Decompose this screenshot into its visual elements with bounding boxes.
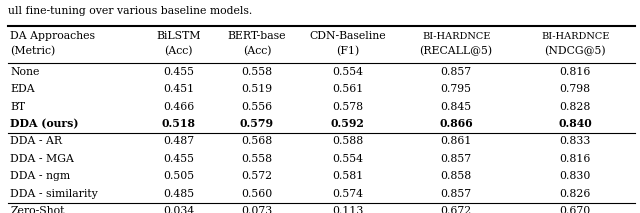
Text: 0.487: 0.487 (163, 137, 194, 146)
Text: 0.857: 0.857 (440, 154, 472, 164)
Text: 0.858: 0.858 (440, 171, 472, 181)
Text: 0.578: 0.578 (332, 102, 364, 111)
Text: (F1): (F1) (336, 46, 360, 56)
Text: 0.579: 0.579 (240, 118, 274, 130)
Text: DA Approaches: DA Approaches (10, 31, 95, 41)
Text: 0.833: 0.833 (559, 137, 591, 146)
Text: (Acc): (Acc) (243, 46, 271, 56)
Text: 0.560: 0.560 (241, 189, 273, 199)
Text: 0.034: 0.034 (163, 206, 194, 213)
Text: 0.581: 0.581 (332, 171, 364, 181)
Text: BERT-base: BERT-base (228, 31, 286, 41)
Text: 0.826: 0.826 (559, 189, 591, 199)
Text: 0.828: 0.828 (559, 102, 591, 111)
Text: 0.857: 0.857 (440, 67, 472, 76)
Text: 0.518: 0.518 (161, 118, 196, 130)
Text: DDA - similarity: DDA - similarity (10, 189, 98, 199)
Text: 0.519: 0.519 (241, 84, 273, 94)
Text: 0.505: 0.505 (163, 171, 194, 181)
Text: 0.845: 0.845 (440, 102, 472, 111)
Text: 0.561: 0.561 (332, 84, 364, 94)
Text: 0.574: 0.574 (332, 189, 364, 199)
Text: (Metric): (Metric) (10, 46, 56, 56)
Text: 0.485: 0.485 (163, 189, 194, 199)
Text: 0.795: 0.795 (440, 84, 472, 94)
Text: 0.840: 0.840 (559, 118, 592, 130)
Text: 0.558: 0.558 (241, 67, 273, 76)
Text: 0.861: 0.861 (440, 137, 472, 146)
Text: (Acc): (Acc) (164, 46, 193, 56)
Text: DDA (ours): DDA (ours) (10, 118, 79, 130)
Text: 0.592: 0.592 (331, 118, 365, 130)
Text: 0.554: 0.554 (332, 67, 364, 76)
Text: BiLSTM: BiLSTM (156, 31, 201, 41)
Text: DDA - ngm: DDA - ngm (10, 171, 70, 181)
Text: DDA - AR: DDA - AR (10, 137, 62, 146)
Text: 0.554: 0.554 (332, 154, 364, 164)
Text: None: None (10, 67, 40, 76)
Text: 0.588: 0.588 (332, 137, 364, 146)
Text: 0.670: 0.670 (559, 206, 591, 213)
Text: (NDCG@5): (NDCG@5) (545, 46, 606, 56)
Text: 0.798: 0.798 (560, 84, 591, 94)
Text: CDN-Baseline: CDN-Baseline (310, 31, 387, 41)
Text: 0.556: 0.556 (241, 102, 273, 111)
Text: 0.672: 0.672 (440, 206, 472, 213)
Text: BT: BT (10, 102, 26, 111)
Text: 0.451: 0.451 (163, 84, 194, 94)
Text: Zero-Shot: Zero-Shot (10, 206, 65, 213)
Text: 0.830: 0.830 (559, 171, 591, 181)
Text: 0.455: 0.455 (163, 154, 194, 164)
Text: 0.455: 0.455 (163, 67, 194, 76)
Text: BI-HARDNCE: BI-HARDNCE (422, 32, 490, 41)
Text: DDA - MGA: DDA - MGA (10, 154, 74, 164)
Text: 0.866: 0.866 (439, 118, 473, 130)
Text: 0.073: 0.073 (241, 206, 273, 213)
Text: 0.568: 0.568 (241, 137, 273, 146)
Text: 0.816: 0.816 (559, 67, 591, 76)
Text: 0.857: 0.857 (440, 189, 472, 199)
Text: EDA: EDA (10, 84, 35, 94)
Text: 0.558: 0.558 (241, 154, 273, 164)
Text: ull fine-tuning over various baseline models.: ull fine-tuning over various baseline mo… (8, 6, 252, 16)
Text: (RECALL@5): (RECALL@5) (420, 46, 493, 56)
Text: 0.816: 0.816 (559, 154, 591, 164)
Text: 0.572: 0.572 (241, 171, 273, 181)
Text: 0.466: 0.466 (163, 102, 194, 111)
Text: 0.113: 0.113 (332, 206, 364, 213)
Text: BI-HARDNCE: BI-HARDNCE (541, 32, 609, 41)
